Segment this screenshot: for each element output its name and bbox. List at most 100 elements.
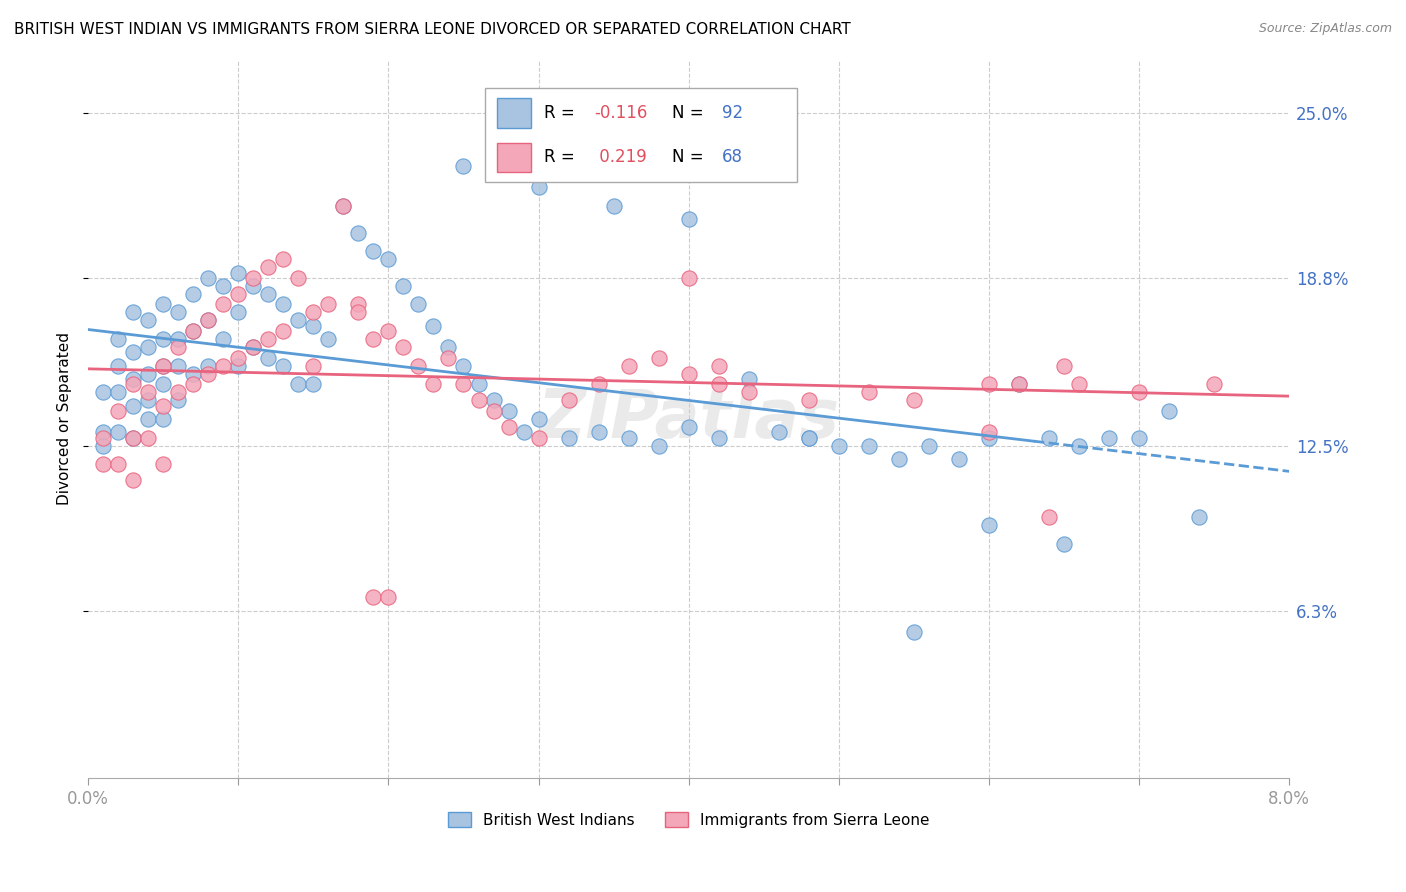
Point (527, 180, 550, 194)
Point (482, 393, 505, 408)
Point (197, 313, 219, 327)
Point (287, 270, 309, 285)
Point (977, 425, 1000, 440)
Point (332, 199, 354, 213)
Point (332, 199, 354, 213)
Point (363, 591, 385, 605)
Point (1038, 431, 1060, 445)
Point (212, 278, 235, 293)
Point (122, 372, 145, 386)
Point (273, 252, 295, 267)
Point (122, 305, 145, 319)
Point (512, 425, 534, 440)
Point (152, 457, 174, 471)
Point (257, 260, 280, 275)
Point (347, 305, 370, 319)
Point (738, 372, 761, 386)
Point (1038, 510, 1060, 524)
Point (392, 340, 415, 354)
Point (647, 438, 669, 452)
Point (1067, 438, 1090, 452)
Point (242, 278, 264, 293)
Point (197, 367, 219, 381)
Point (136, 393, 159, 408)
Point (1008, 377, 1031, 392)
Point (136, 431, 159, 445)
Point (197, 313, 219, 327)
Point (257, 286, 280, 301)
Point (226, 305, 249, 319)
Point (122, 473, 145, 487)
Text: ZIPatlas: ZIPatlas (537, 386, 839, 452)
Point (152, 399, 174, 413)
Point (707, 431, 730, 445)
Point (212, 332, 235, 346)
Point (363, 244, 385, 259)
Point (347, 297, 370, 311)
Point (181, 324, 204, 338)
Point (437, 340, 460, 354)
Point (257, 351, 280, 365)
Point (152, 332, 174, 346)
Point (482, 404, 505, 418)
Point (948, 451, 970, 466)
Point (678, 212, 700, 227)
Point (678, 420, 700, 434)
Point (1128, 431, 1150, 445)
Y-axis label: Divorced or Separated: Divorced or Separated (58, 333, 72, 506)
Point (858, 438, 880, 452)
Point (136, 385, 159, 400)
Point (377, 591, 399, 605)
Point (422, 377, 444, 392)
Point (181, 367, 204, 381)
Point (287, 377, 309, 392)
Point (498, 420, 520, 434)
Point (408, 359, 430, 373)
Point (212, 359, 235, 373)
Text: BRITISH WEST INDIAN VS IMMIGRANTS FROM SIERRA LEONE DIVORCED OR SEPARATED CORREL: BRITISH WEST INDIAN VS IMMIGRANTS FROM S… (14, 22, 851, 37)
Point (1159, 404, 1181, 418)
Point (273, 359, 295, 373)
Point (408, 297, 430, 311)
Point (212, 297, 235, 311)
Point (167, 385, 190, 400)
Point (107, 385, 129, 400)
Point (617, 431, 640, 445)
Point (422, 318, 444, 333)
Point (136, 412, 159, 426)
Point (977, 518, 1000, 533)
Point (557, 393, 579, 408)
Point (707, 377, 730, 392)
Point (467, 377, 489, 392)
Point (363, 332, 385, 346)
Point (797, 431, 820, 445)
Point (1053, 359, 1076, 373)
Point (91, 438, 114, 452)
Point (122, 345, 145, 359)
Point (107, 359, 129, 373)
Point (318, 297, 340, 311)
Point (347, 226, 370, 240)
Point (107, 404, 129, 418)
Point (167, 340, 190, 354)
Point (136, 367, 159, 381)
Point (678, 270, 700, 285)
Point (617, 359, 640, 373)
Point (797, 393, 820, 408)
Point (226, 359, 249, 373)
Point (152, 377, 174, 392)
Point (647, 351, 669, 365)
Point (181, 286, 204, 301)
Point (498, 404, 520, 418)
Point (226, 286, 249, 301)
Point (122, 431, 145, 445)
Point (903, 393, 925, 408)
Point (1128, 385, 1150, 400)
Point (242, 340, 264, 354)
Point (152, 412, 174, 426)
Point (467, 393, 489, 408)
Point (318, 332, 340, 346)
Point (152, 297, 174, 311)
Point (302, 305, 325, 319)
Point (557, 431, 579, 445)
